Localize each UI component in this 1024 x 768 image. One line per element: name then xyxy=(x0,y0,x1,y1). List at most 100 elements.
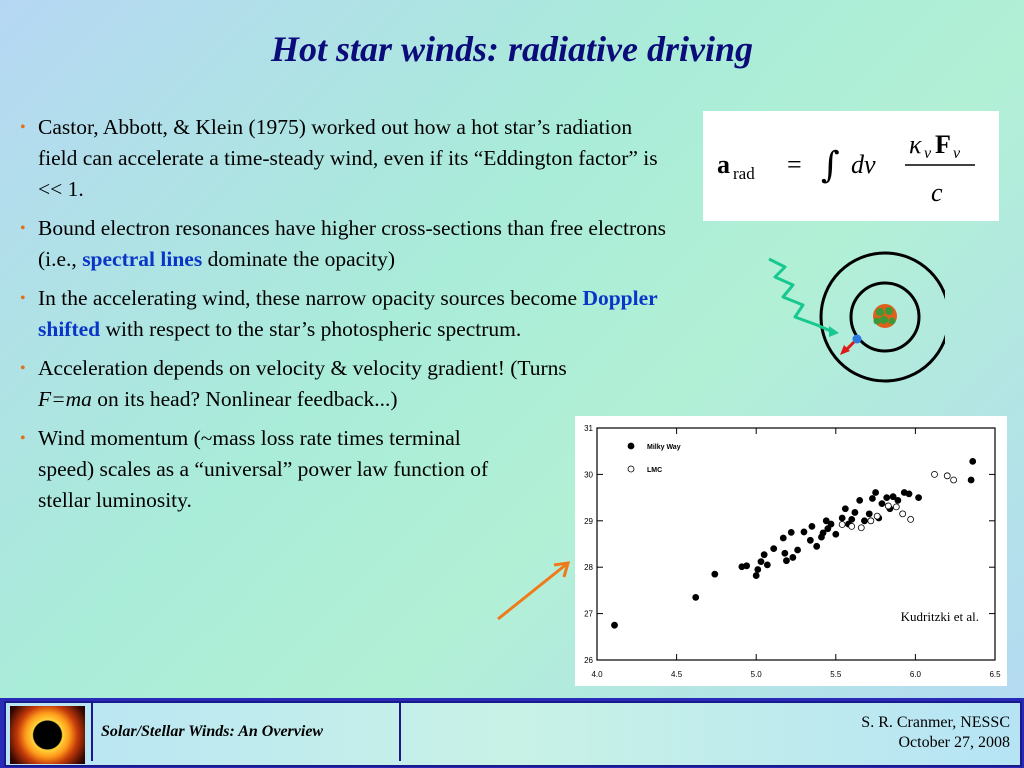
bullet-item: • Castor, Abbott, & Klein (1975) worked … xyxy=(20,112,668,205)
data-point xyxy=(711,570,719,578)
atom-photon-illustration xyxy=(768,251,945,383)
bullet-text: Bound electron resonances have higher cr… xyxy=(38,216,667,271)
data-point xyxy=(861,517,868,525)
data-point xyxy=(800,528,808,536)
radiative-acceleration-formula: a rad = ∫ dν κ ν F ν c xyxy=(717,130,975,207)
footer-author: S. R. Cranmer, NESSC xyxy=(861,714,1010,731)
data-point xyxy=(867,517,875,525)
bullet-highlight: Doppler shifted xyxy=(38,286,658,341)
data-point xyxy=(787,529,795,536)
solar-eclipse-image xyxy=(10,706,85,764)
data-point xyxy=(872,489,880,496)
inner-orbit xyxy=(849,281,921,353)
y-tick-label: 31 xyxy=(584,424,593,433)
data-point xyxy=(806,536,814,544)
bullet-text-end: on its head? Nonlinear feedback...) xyxy=(91,387,398,411)
bullet-item: • In the accelerating wind, these narrow… xyxy=(20,283,668,345)
data-point xyxy=(838,521,846,528)
y-tick-label: 29 xyxy=(584,517,593,526)
data-point xyxy=(856,496,864,504)
data-point xyxy=(763,561,771,569)
data-point xyxy=(822,517,830,525)
data-point xyxy=(832,530,840,538)
data-point xyxy=(894,496,902,504)
data-point xyxy=(760,551,768,559)
legend-marker xyxy=(627,442,635,450)
x-tick-label: 5.0 xyxy=(751,670,763,679)
x-tick-label: 6.5 xyxy=(989,670,1001,679)
data-point xyxy=(752,572,760,579)
photon-arrowhead-icon xyxy=(829,326,839,337)
data-point xyxy=(950,476,958,484)
data-point xyxy=(611,621,618,629)
photon-wave-icon xyxy=(768,257,836,335)
data-point xyxy=(783,557,790,565)
pointer-arrowhead xyxy=(553,561,571,578)
data-point xyxy=(889,493,897,501)
data-point xyxy=(851,509,859,516)
data-point xyxy=(873,512,881,520)
data-point xyxy=(743,562,751,570)
data-point xyxy=(827,520,835,528)
nucleus-particle xyxy=(876,308,884,316)
data-point xyxy=(883,494,891,501)
nucleus-particle xyxy=(873,317,881,325)
formula-a: a xyxy=(717,150,730,179)
wind-momentum-plot: 4.0 4.5 5.0 5.5 6.0 6.5 26 27 28 29 30 31 Milky Way L… xyxy=(575,416,1007,686)
bullet-text: Acceleration depends on velocity & veloc… xyxy=(38,356,567,380)
legend-label: LMC xyxy=(647,467,662,474)
footer-date: October 27, 2008 xyxy=(898,734,1010,751)
bullet-text-end: with respect to the star’s photospheric … xyxy=(100,317,522,341)
bullet-icon: • xyxy=(20,430,26,447)
data-point xyxy=(865,510,873,518)
data-point xyxy=(789,554,797,561)
bullet-item: • Acceleration depends on velocity & vel… xyxy=(20,353,578,415)
formula-F: F xyxy=(935,130,951,159)
data-point xyxy=(899,510,907,518)
data-point xyxy=(915,494,922,501)
bullet-text-end: dominate the opacity) xyxy=(202,247,396,271)
bullet-item: • Bound electron resonances have higher … xyxy=(20,213,668,275)
bullet-italic: F=ma xyxy=(38,387,92,411)
footer-title: Solar/Stellar Winds: An Overview xyxy=(91,703,401,761)
data-point xyxy=(779,534,787,542)
x-tick-label: 5.5 xyxy=(830,670,842,679)
bullet-highlight: spectral lines xyxy=(82,247,203,271)
data-point xyxy=(905,490,913,498)
formula-kappa: κ xyxy=(909,130,922,159)
data-point xyxy=(824,525,832,533)
nucleus-particle xyxy=(880,316,888,324)
data-point xyxy=(848,522,856,530)
bullet-item: • Wind momentum (~mass loss rate times t… xyxy=(20,423,518,516)
bullet-text: In the accelerating wind, these narrow o… xyxy=(38,286,583,310)
data-point xyxy=(757,558,765,566)
data-point xyxy=(781,549,789,557)
y-tick-label: 27 xyxy=(584,610,593,619)
formula-kappa-subscript: ν xyxy=(924,145,932,162)
formula-c: c xyxy=(931,178,943,207)
nucleus-particle xyxy=(888,317,896,325)
data-point xyxy=(754,566,762,573)
electron-icon xyxy=(852,334,862,344)
y-tick-label: 26 xyxy=(584,656,593,665)
footer-credits: S. R. Cranmer, NESSC October 27, 2008 xyxy=(861,713,1010,753)
data-point xyxy=(841,505,849,513)
nucleus-particle xyxy=(885,307,893,315)
outer-orbit xyxy=(819,251,945,383)
formula-F-subscript: ν xyxy=(953,145,961,162)
bullet-list: • Castor, Abbott, & Klein (1975) worked … xyxy=(20,112,670,524)
scatter-chart: 4.0 4.5 5.0 5.5 6.0 6.5 26 27 28 29 30 31 Milky Way L… xyxy=(584,424,1001,679)
legend-marker xyxy=(627,465,635,473)
bullet-icon: • xyxy=(20,360,26,377)
data-point xyxy=(943,472,951,480)
data-point xyxy=(878,500,886,508)
formula-a-subscript: rad xyxy=(733,164,755,183)
data-point xyxy=(967,476,975,484)
recoil-arrowhead-icon xyxy=(840,345,850,355)
data-point xyxy=(857,524,865,532)
legend-label: Milky Way xyxy=(647,444,681,451)
bullet-text: Castor, Abbott, & Klein (1975) worked ou… xyxy=(38,115,658,201)
data-point xyxy=(869,495,876,502)
data-point xyxy=(692,593,700,601)
bullet-icon: • xyxy=(20,220,26,237)
